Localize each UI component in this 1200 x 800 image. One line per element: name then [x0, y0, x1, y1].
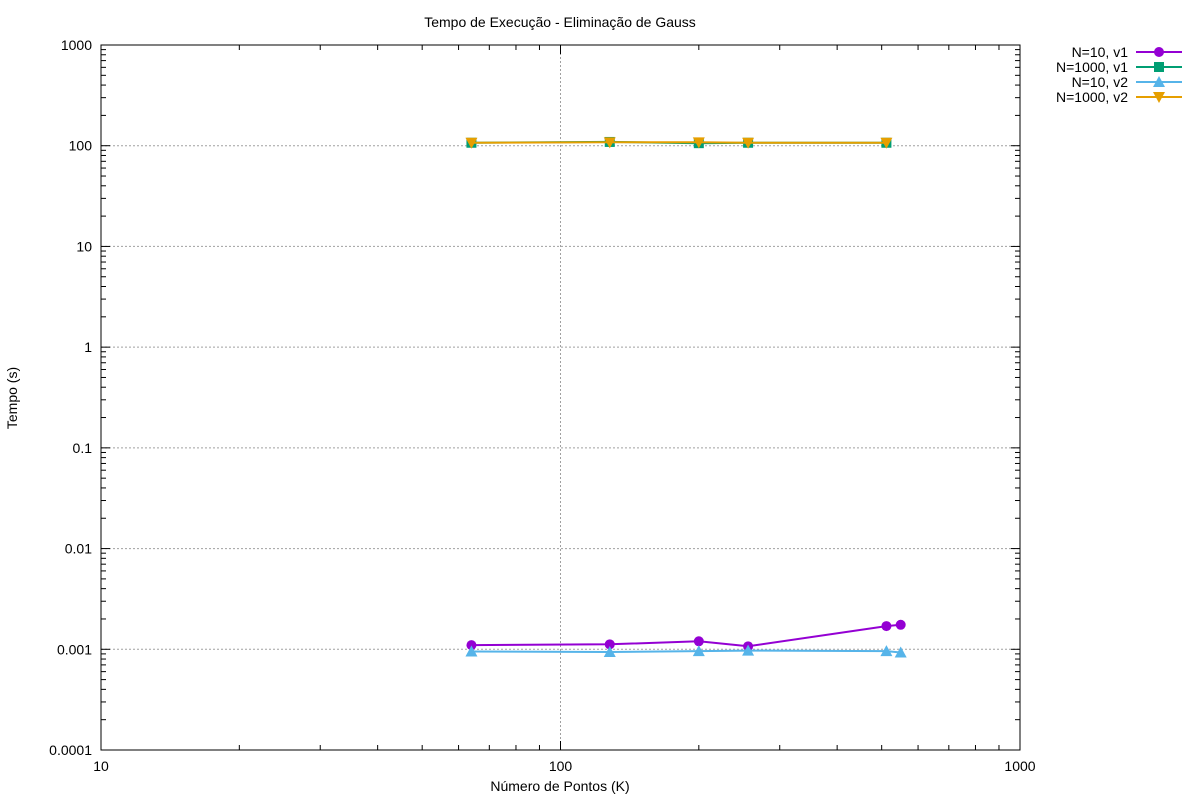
grid: [101, 45, 1020, 750]
y-axis-label: Tempo (s): [4, 367, 20, 429]
legend-label: N=10, v2: [1072, 74, 1129, 90]
legend-label: N=1000, v1: [1056, 59, 1128, 75]
data-point: [465, 137, 478, 149]
data-point: [894, 646, 907, 658]
legend-item: N=10, v1: [1072, 44, 1182, 60]
data-point: [880, 645, 893, 657]
series-line: [471, 649, 901, 654]
series-line: [471, 623, 901, 648]
x-tick-label: 1000: [1004, 758, 1035, 774]
legend-label: N=1000, v2: [1056, 89, 1128, 105]
data-point: [881, 621, 892, 632]
y-tick-label: 0.001: [57, 641, 92, 657]
y-tick-label: 10: [76, 238, 92, 254]
y-tick-label: 1000: [61, 37, 92, 53]
data-point: [466, 640, 477, 651]
y-tick-label: 100: [69, 138, 93, 154]
x-tick-label: 10: [93, 758, 109, 774]
series-1: [466, 619, 906, 652]
legend-marker: [1154, 62, 1164, 72]
legend-item: N=10, v2: [1072, 74, 1182, 90]
series-line: [471, 141, 887, 144]
data-point: [880, 137, 893, 149]
y-tick-label: 0.0001: [49, 742, 92, 758]
series-4: [465, 137, 893, 149]
legend-item: N=1000, v2: [1056, 89, 1182, 105]
data-point: [465, 645, 478, 657]
data-point: [603, 137, 616, 149]
legend-marker: [1154, 47, 1164, 57]
series-3: [465, 644, 907, 658]
legend-label: N=10, v1: [1072, 44, 1129, 60]
y-tick-label: 1: [84, 339, 92, 355]
y-tick-label: 0.01: [65, 541, 92, 557]
chart-title: Tempo de Execução - Eliminação de Gauss: [424, 14, 696, 30]
legend-item: N=1000, v1: [1056, 59, 1182, 75]
x-tick-label: 100: [549, 758, 573, 774]
legend: N=10, v1N=1000, v1N=10, v2N=1000, v2: [1056, 44, 1182, 105]
series-layer: [465, 136, 907, 658]
legend-marker: [1153, 76, 1165, 87]
data-point: [603, 645, 616, 657]
legend-marker: [1153, 92, 1165, 103]
y-tick-label: 0.1: [73, 440, 93, 456]
data-point: [895, 619, 906, 630]
data-point: [742, 644, 755, 656]
data-point: [692, 645, 705, 657]
data-point: [604, 639, 615, 650]
data-point: [693, 636, 704, 647]
plot-frame: [100, 44, 1021, 751]
axis-ticks: 0.0001 0.001 0.01 0.1 1 10 100 1000 10 100 1000: [49, 37, 1036, 774]
data-point: [742, 137, 755, 149]
x-axis-label: Número de Pontos (K): [490, 778, 629, 794]
data-point: [692, 137, 705, 149]
